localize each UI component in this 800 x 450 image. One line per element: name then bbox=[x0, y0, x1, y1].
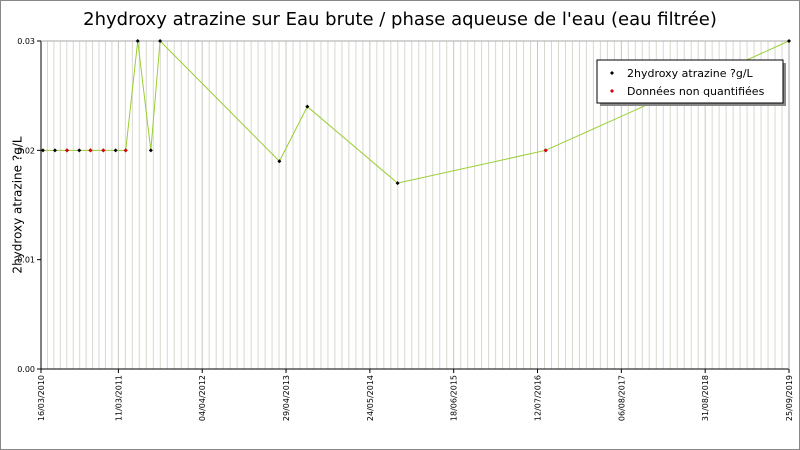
legend: 2hydroxy atrazine ?g/L Données non quanti… bbox=[596, 59, 786, 106]
x-tick-label: 06/08/2017 bbox=[617, 375, 626, 421]
data-point bbox=[52, 148, 57, 153]
y-tick-label: 0.01 bbox=[17, 256, 35, 265]
x-tick-label: 12/07/2016 bbox=[534, 375, 543, 421]
legend-label: Données non quantifiées bbox=[627, 85, 765, 98]
x-tick-label: 31/08/2018 bbox=[701, 375, 710, 421]
data-point bbox=[148, 148, 153, 153]
y-axis-label: 2hydroxy atrazine ?g/L bbox=[11, 136, 25, 273]
x-tick-label: 04/04/2012 bbox=[198, 375, 207, 421]
data-line bbox=[42, 39, 790, 184]
x-tick-label: 24/05/2014 bbox=[366, 375, 375, 421]
data-point bbox=[77, 148, 82, 153]
x-tick-label: 16/03/2010 bbox=[37, 375, 46, 421]
data-point bbox=[135, 39, 140, 43]
data-point bbox=[40, 148, 45, 153]
x-tick-label: 18/06/2015 bbox=[450, 375, 459, 421]
y-tick-label: 0.02 bbox=[17, 146, 35, 155]
x-tick-label: 25/09/2019 bbox=[785, 375, 794, 421]
data-point bbox=[277, 159, 282, 164]
data-point bbox=[787, 39, 791, 43]
legend-marker bbox=[610, 71, 614, 75]
data-point bbox=[88, 148, 93, 153]
legend-box bbox=[596, 59, 784, 104]
x-tick-label: 11/03/2011 bbox=[114, 375, 123, 421]
data-point bbox=[65, 148, 70, 153]
data-point bbox=[101, 148, 106, 153]
data-point bbox=[158, 39, 163, 43]
data-point bbox=[123, 148, 128, 153]
data-point bbox=[543, 148, 548, 153]
y-tick-label: 0.03 bbox=[17, 37, 35, 46]
data-point bbox=[395, 181, 400, 186]
data-point bbox=[113, 148, 118, 153]
y-tick-label: 0.00 bbox=[17, 365, 35, 374]
x-tick-label: 29/04/2013 bbox=[282, 375, 291, 421]
legend-label: 2hydroxy atrazine ?g/L bbox=[627, 67, 754, 80]
data-point bbox=[305, 104, 310, 109]
legend-marker bbox=[610, 89, 614, 93]
chart-title: 2hydroxy atrazine sur Eau brute / phase … bbox=[83, 9, 717, 30]
